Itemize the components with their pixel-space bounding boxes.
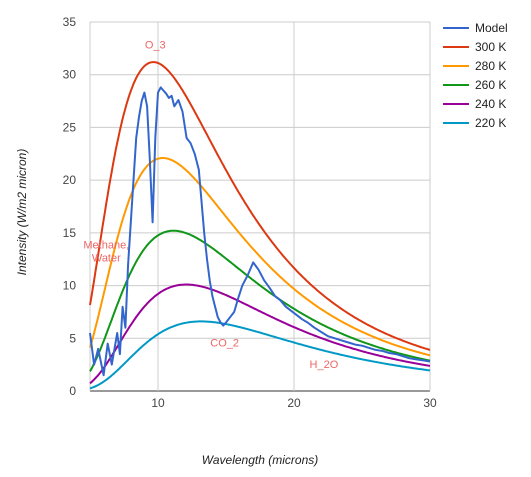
series-line-300k [89,61,431,351]
series-line-240k [89,283,431,385]
grid-lines [89,21,431,392]
y-tick-label: 0 [69,384,76,398]
y-tick-label: 35 [63,15,77,29]
annotations: O_3 Methane,Water CO_2 H_2O [83,39,338,370]
x-axis-title: Wavelength (microns) [202,453,318,467]
y-tick-label: 30 [63,68,77,82]
legend-entry: Model [475,21,508,35]
x-tick-label: 30 [423,396,437,410]
annotation-label: Methane, [83,240,129,252]
x-tick-label: 20 [287,396,301,410]
y-tick-label: 15 [63,226,77,240]
series-line-260k [89,229,431,372]
x-axis-ticks: 10 20 30 [151,396,437,410]
y-axis-title: Intensity (W/m2 micron) [15,149,29,276]
legend-entry: 220 K [475,116,506,130]
annotation-label: Water [92,252,121,264]
legend-entry: 260 K [475,78,506,92]
series-line-model [89,86,431,377]
legend: Model 300 K 280 K 260 K 240 K 220 K [443,21,508,130]
legend-entry: 300 K [475,40,506,54]
y-axis-ticks: 0 5 10 15 20 25 30 35 [63,15,77,398]
series-line-280k [89,157,431,357]
y-tick-label: 25 [63,120,77,134]
annotation-label: H_2O [310,359,339,371]
annotation-label: CO_2 [210,338,239,350]
y-tick-label: 10 [63,279,77,293]
x-tick-label: 10 [151,396,165,410]
legend-entry: 280 K [475,59,506,73]
series-line-220k [89,320,431,390]
plot-area [89,61,431,390]
y-tick-label: 20 [63,173,77,187]
legend-entry: 240 K [475,97,506,111]
y-tick-label: 5 [69,331,76,345]
annotation-label: O_3 [145,39,166,51]
